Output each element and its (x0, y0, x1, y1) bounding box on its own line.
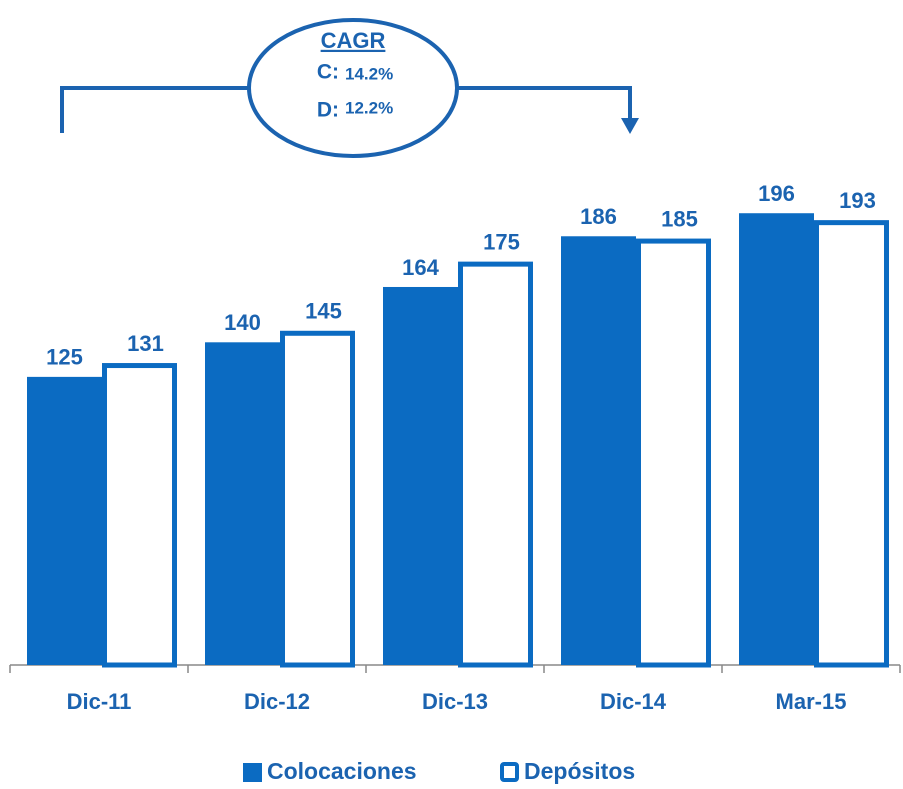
cagr-ellipse (247, 18, 459, 158)
bar (280, 330, 355, 668)
value-label: 175 (483, 229, 520, 254)
value-label: 145 (305, 299, 342, 324)
legend-label: Colocaciones (267, 758, 417, 784)
value-label: 140 (224, 310, 261, 335)
value-label: 185 (661, 206, 698, 231)
cagr-arrowhead (621, 118, 639, 134)
bar (205, 342, 280, 665)
value-label: 196 (758, 181, 795, 206)
bar (102, 363, 177, 668)
bar (383, 286, 458, 665)
cagr-value: 14.2% (345, 64, 393, 83)
value-label: 164 (402, 255, 439, 280)
cagr-title: CAGR (321, 28, 386, 53)
x-tick-label: Dic-12 (244, 689, 310, 714)
value-label: 131 (127, 331, 164, 356)
x-tick-label: Dic-14 (600, 689, 667, 714)
bar (458, 261, 533, 668)
legend-label: Depósitos (524, 758, 635, 784)
legend-swatch (500, 762, 519, 782)
cagr-label: D: (317, 99, 339, 122)
cagr-bracket (60, 86, 632, 133)
legend-swatch (243, 763, 262, 782)
value-label: 125 (46, 345, 83, 370)
bar (561, 236, 636, 665)
bar (27, 376, 102, 665)
value-label: 186 (580, 204, 617, 229)
cagr-label: C: (317, 61, 339, 84)
bar (636, 238, 711, 668)
cagr-value: 12.2% (345, 98, 393, 117)
bar (739, 213, 814, 665)
value-label: 193 (839, 188, 876, 213)
x-tick-label: Dic-13 (422, 689, 488, 714)
bar (814, 220, 889, 668)
x-tick-label: Mar-15 (776, 689, 847, 714)
x-tick-label: Dic-11 (67, 689, 132, 714)
